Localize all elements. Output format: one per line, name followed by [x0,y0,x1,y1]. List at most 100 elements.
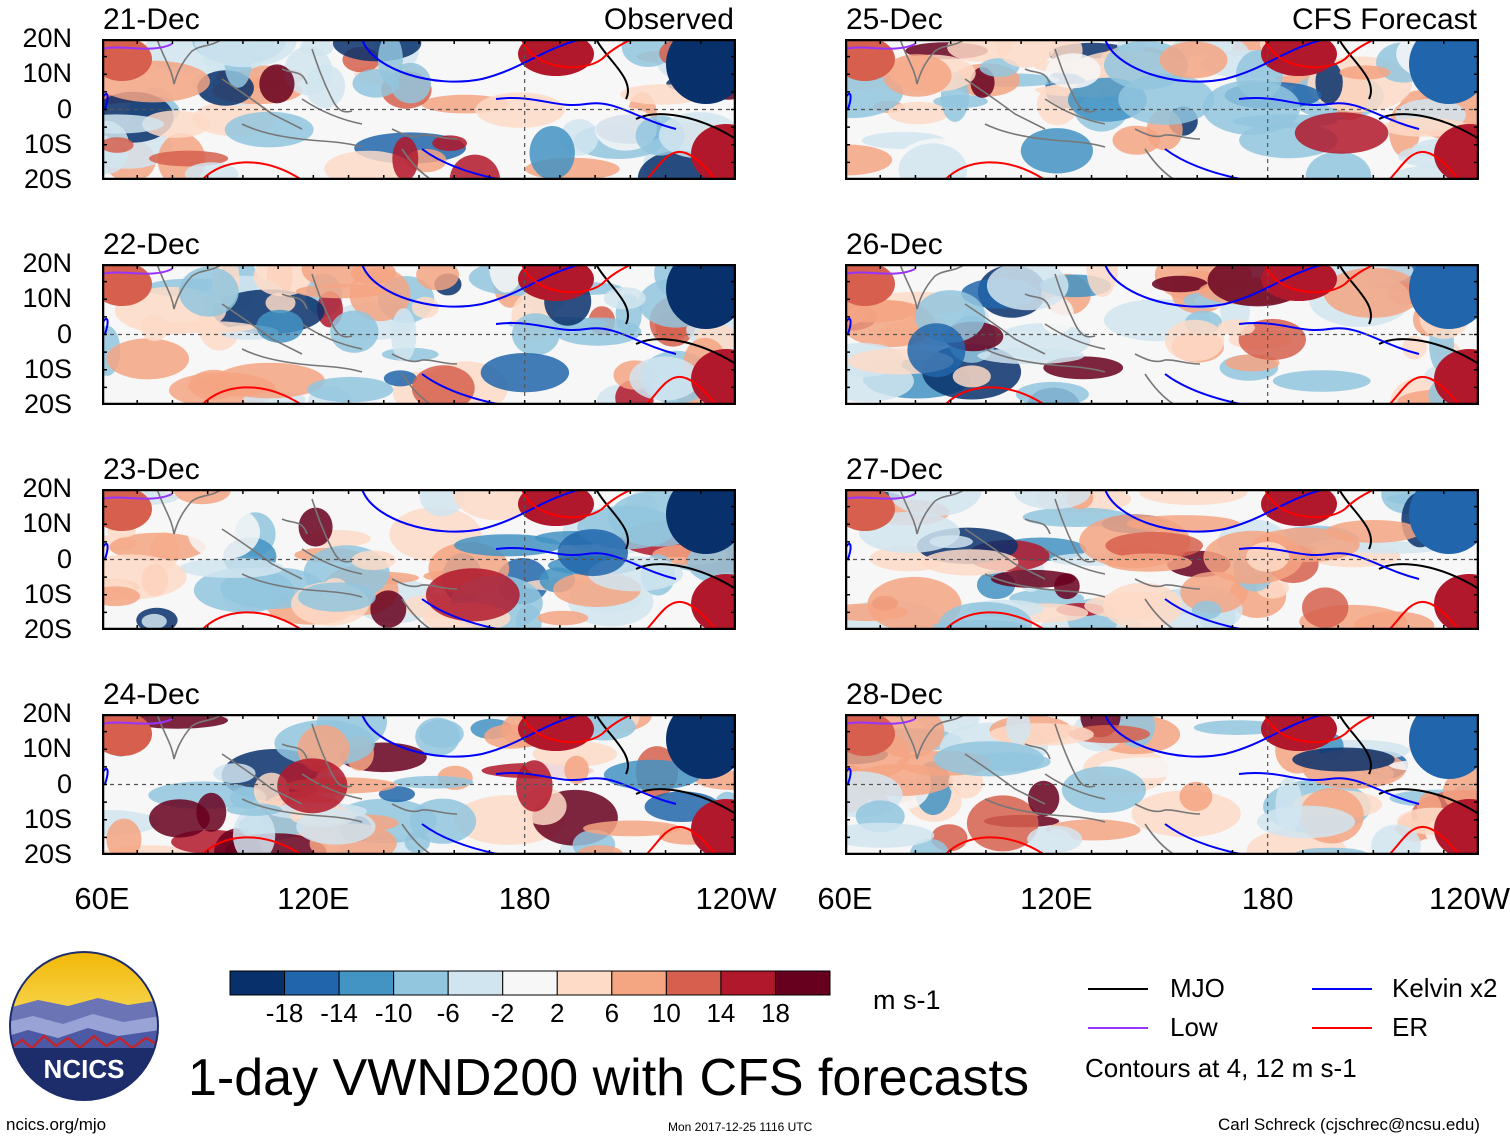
map-panel-21-dec [102,39,736,180]
colorbar-tick-label: 6 [604,998,620,1028]
lon-tick-label: 120E [277,881,350,916]
contour-er [201,386,303,405]
colorbar-cell [665,970,722,996]
map-panel-28-dec [845,714,1479,855]
map-panel-25-dec [845,39,1479,180]
contour-kelvin-x2 [1238,547,1420,580]
contour-low [845,493,916,500]
panel-date-label: 25-Dec [846,3,943,36]
contour-kelvin-x2 [495,97,677,130]
contour-er [645,825,717,855]
credit: Carl Schreck (cjschrec@ncsu.edu) [1218,1115,1480,1134]
lat-tick-label: 20N [22,698,72,728]
contour-er [521,714,633,744]
lat-tick-label: 10N [22,733,72,764]
lat-tick-label: 10S [23,578,72,609]
coastline [899,489,1201,630]
contour-er [1264,714,1376,744]
lat-tick-label: 0 [56,318,72,349]
contour-low [102,268,173,275]
contour-mjo [595,714,629,775]
legend-line-er [1312,1027,1372,1029]
lon-tick-label: 60E [74,881,130,916]
lat-tick-label: 10S [23,128,72,159]
colorbar-cell [720,970,776,996]
contour-kelvin-x2 [1104,714,1326,758]
contour-low [102,718,173,725]
lat-tick-label: 10N [22,508,72,539]
contour-kelvin-x2 [495,322,677,355]
colorbar-tick-label: -14 [320,998,358,1028]
column-heading: Observed [603,3,734,36]
colorbar-tick-label: -18 [265,998,304,1028]
colorbar-cell [447,970,504,996]
vwnd-field [102,264,736,405]
coastline [156,39,458,180]
lat-tick-label: 20N [22,248,72,278]
lat-tick-label: 10S [23,803,72,834]
contour-er [944,611,1046,630]
contour-er [1388,825,1460,855]
lon-tick-label: 60E [817,881,873,916]
contour-kelvin-x2 [361,264,583,308]
contour-low [845,43,916,50]
contour-mjo [1378,338,1479,365]
contour-low [845,718,916,725]
contour-mjo [1378,563,1479,590]
contour-er [645,600,717,630]
vwnd-field [845,39,1479,180]
panel-date-label: 23-Dec [103,453,200,486]
legend-label: ER [1392,1012,1429,1042]
vwnd-field [845,714,1479,855]
map-panel-22-dec [102,264,736,405]
colorbar-cell [611,970,667,996]
contour-er [1388,150,1460,180]
contour-mjo [635,113,736,140]
legend-line-kelvin-x2 [1312,988,1372,990]
panel-date-label: 26-Dec [846,228,943,261]
vwnd-field [102,489,736,630]
contour-er [201,836,303,855]
ncics-logo: NCICS [9,951,159,1101]
colorbar-cell [502,970,558,996]
contour-mjo [635,338,736,365]
colorbar-cell [774,970,831,996]
lat-tick-label: 20S [23,839,72,869]
vwnd-field [845,489,1479,630]
legend-label: Low [1170,1012,1218,1042]
colorbar-units: m s-1 [873,985,941,1015]
lat-tick-label: 10S [23,353,72,384]
contour-kelvin-x2 [1238,322,1420,355]
legend-line-low [1088,1027,1148,1029]
legend-label: Kelvin x2 [1392,973,1498,1003]
colorbar-tick-label: 14 [706,998,736,1028]
coastline [156,264,458,405]
contour-mjo [1338,264,1372,325]
colorbar-cell [284,970,340,996]
lon-tick-label: 180 [498,881,551,916]
contour-kelvin-x2 [495,547,677,580]
lat-tick-label: 10N [22,283,72,314]
contour-low [102,43,173,50]
colorbar-tick-label: -6 [436,998,460,1028]
contour-mjo [1378,788,1479,815]
contour-kelvin-x2 [495,772,677,805]
contour-er [944,836,1046,855]
contour-er [1264,264,1376,294]
vwnd-field [845,264,1479,405]
contour-er [521,264,633,294]
contour-er [944,386,1046,405]
contour-kelvin-x2 [1238,97,1420,130]
site-link[interactable]: ncics.org/mjo [6,1115,107,1134]
chart-title: 1-day VWND200 with CFS forecasts [188,1049,1029,1107]
colorbar-cell [338,970,395,996]
contour-er [201,611,303,630]
colorbar-cell [229,970,286,996]
contour-mjo [635,563,736,590]
legend-label: MJO [1170,973,1225,1003]
map-panel-24-dec [102,714,736,855]
colorbar-cell [393,970,449,996]
contour-mjo [1378,113,1479,140]
contour-mjo [1338,39,1372,100]
contour-mjo [595,39,629,100]
